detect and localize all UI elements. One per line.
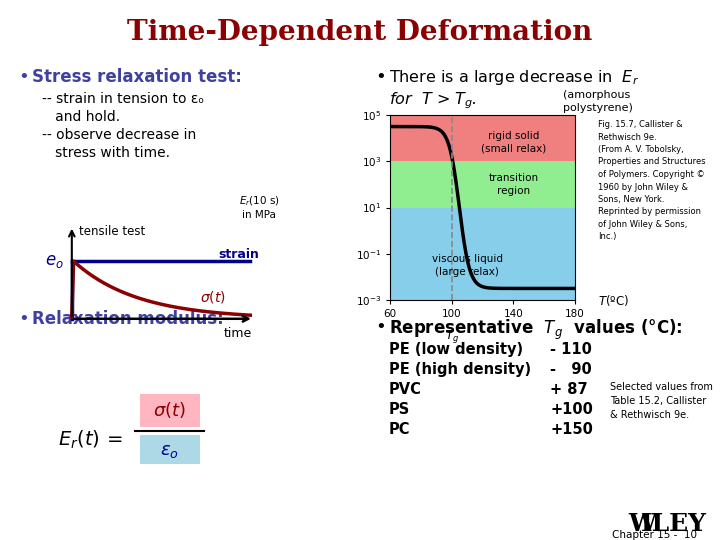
Bar [390,115,575,161]
Text: ILEY: ILEY [641,512,707,536]
Text: PVC: PVC [389,382,422,397]
Text: and hold.: and hold. [42,110,120,124]
Text: -- strain in tension to εₒ: -- strain in tension to εₒ [42,92,204,106]
Text: PC: PC [389,422,410,437]
Text: PE (high density): PE (high density) [389,362,531,377]
Text: •: • [375,318,386,336]
Text: •: • [375,68,386,86]
Bar [390,161,575,207]
Text: Stress relaxation test:: Stress relaxation test: [32,68,242,86]
Text: tensile test: tensile test [79,225,145,238]
Text: $E_r$(10 s)
in MPa: $E_r$(10 s) in MPa [238,195,279,220]
Text: $T$(ºC): $T$(ºC) [598,293,629,307]
Text: $T_g$: $T_g$ [445,328,459,345]
Text: viscous liquid
(large relax): viscous liquid (large relax) [431,254,503,276]
Text: There is a large decrease in  $E_r$: There is a large decrease in $E_r$ [389,68,639,87]
Text: rigid solid
(small relax): rigid solid (small relax) [481,131,546,153]
Text: PS: PS [389,402,410,417]
Text: $e_o$: $e_o$ [45,252,63,270]
Text: •: • [18,68,29,86]
Text: Chapter 15 -  10: Chapter 15 - 10 [612,530,697,540]
Text: -   90: - 90 [550,362,592,377]
Text: PE (low density): PE (low density) [389,342,523,357]
Text: Relaxation modulus:: Relaxation modulus: [32,310,224,328]
Text: •: • [18,310,29,328]
Text: transition
region: transition region [488,173,539,195]
Text: Selected values from
Table 15.2, Callister
& Rethwisch 9e.: Selected values from Table 15.2, Callist… [610,382,713,420]
Bar [390,207,575,300]
Text: $\epsilon_o$: $\epsilon_o$ [161,442,179,460]
Text: Representative  $T_g$  values (°C):: Representative $T_g$ values (°C): [389,318,683,342]
Text: strain: strain [218,248,259,261]
Text: $\sigma(t)$: $\sigma(t)$ [153,400,186,421]
Text: -- observe decrease in: -- observe decrease in [42,128,197,142]
Bar [140,394,200,427]
Text: Fig. 15.7, Callister &
Rethwisch 9e.
(From A. V. Tobolsky,
Properties and Struct: Fig. 15.7, Callister & Rethwisch 9e. (Fr… [598,120,706,241]
Text: (amorphous
polystyrene): (amorphous polystyrene) [563,90,633,113]
Text: Time-Dependent Deformation: Time-Dependent Deformation [127,18,593,45]
Text: for  $T$ > $T_g$.: for $T$ > $T_g$. [389,90,477,111]
Text: time: time [223,327,252,340]
Text: - 110: - 110 [550,342,592,357]
Text: W: W [628,512,656,536]
Text: +100: +100 [550,402,593,417]
Text: $E_r(t)\,=$: $E_r(t)\,=$ [58,429,122,451]
Text: + 87: + 87 [550,382,588,397]
Text: +150: +150 [550,422,593,437]
Text: stress with time.: stress with time. [42,146,170,160]
Text: $\sigma(t)$: $\sigma(t)$ [200,288,226,305]
Bar [140,435,200,464]
